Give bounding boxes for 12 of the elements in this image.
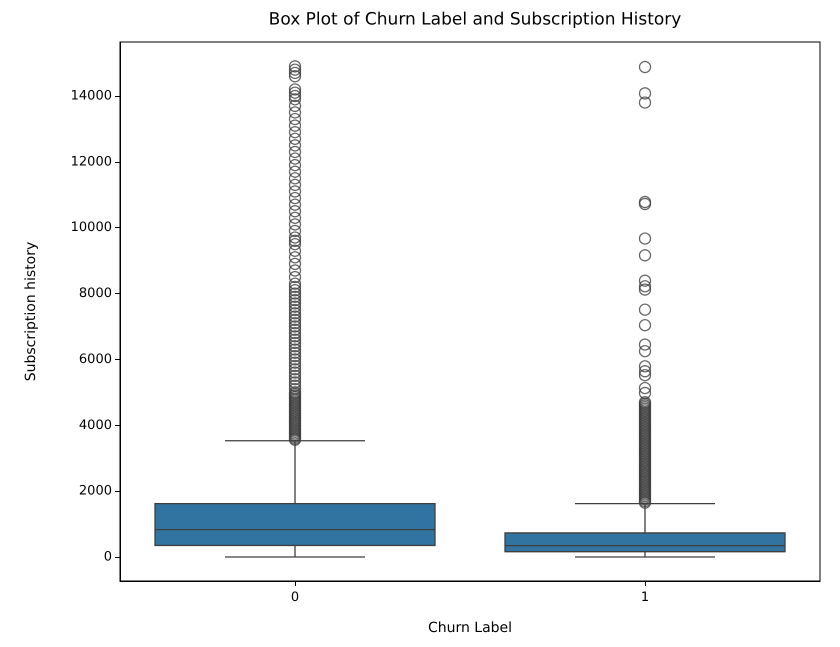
y-tick-label: 6000 xyxy=(78,352,112,367)
y-tick-label: 10000 xyxy=(70,220,112,236)
y-axis-title: Subscription history xyxy=(23,242,39,382)
x-axis-title: Churn Label xyxy=(428,620,512,636)
x-tick-label: 1 xyxy=(640,590,650,605)
y-tick-label: 2000 xyxy=(78,484,112,499)
y-tick-label: 14000 xyxy=(70,88,112,104)
y-tick-label: 12000 xyxy=(70,154,112,170)
y-tick-label: 8000 xyxy=(78,286,112,302)
y-tick-label: 4000 xyxy=(78,418,112,433)
y-tick-label: 0 xyxy=(104,549,112,564)
chart-title: Box Plot of Churn Label and Subscription History xyxy=(268,10,682,30)
